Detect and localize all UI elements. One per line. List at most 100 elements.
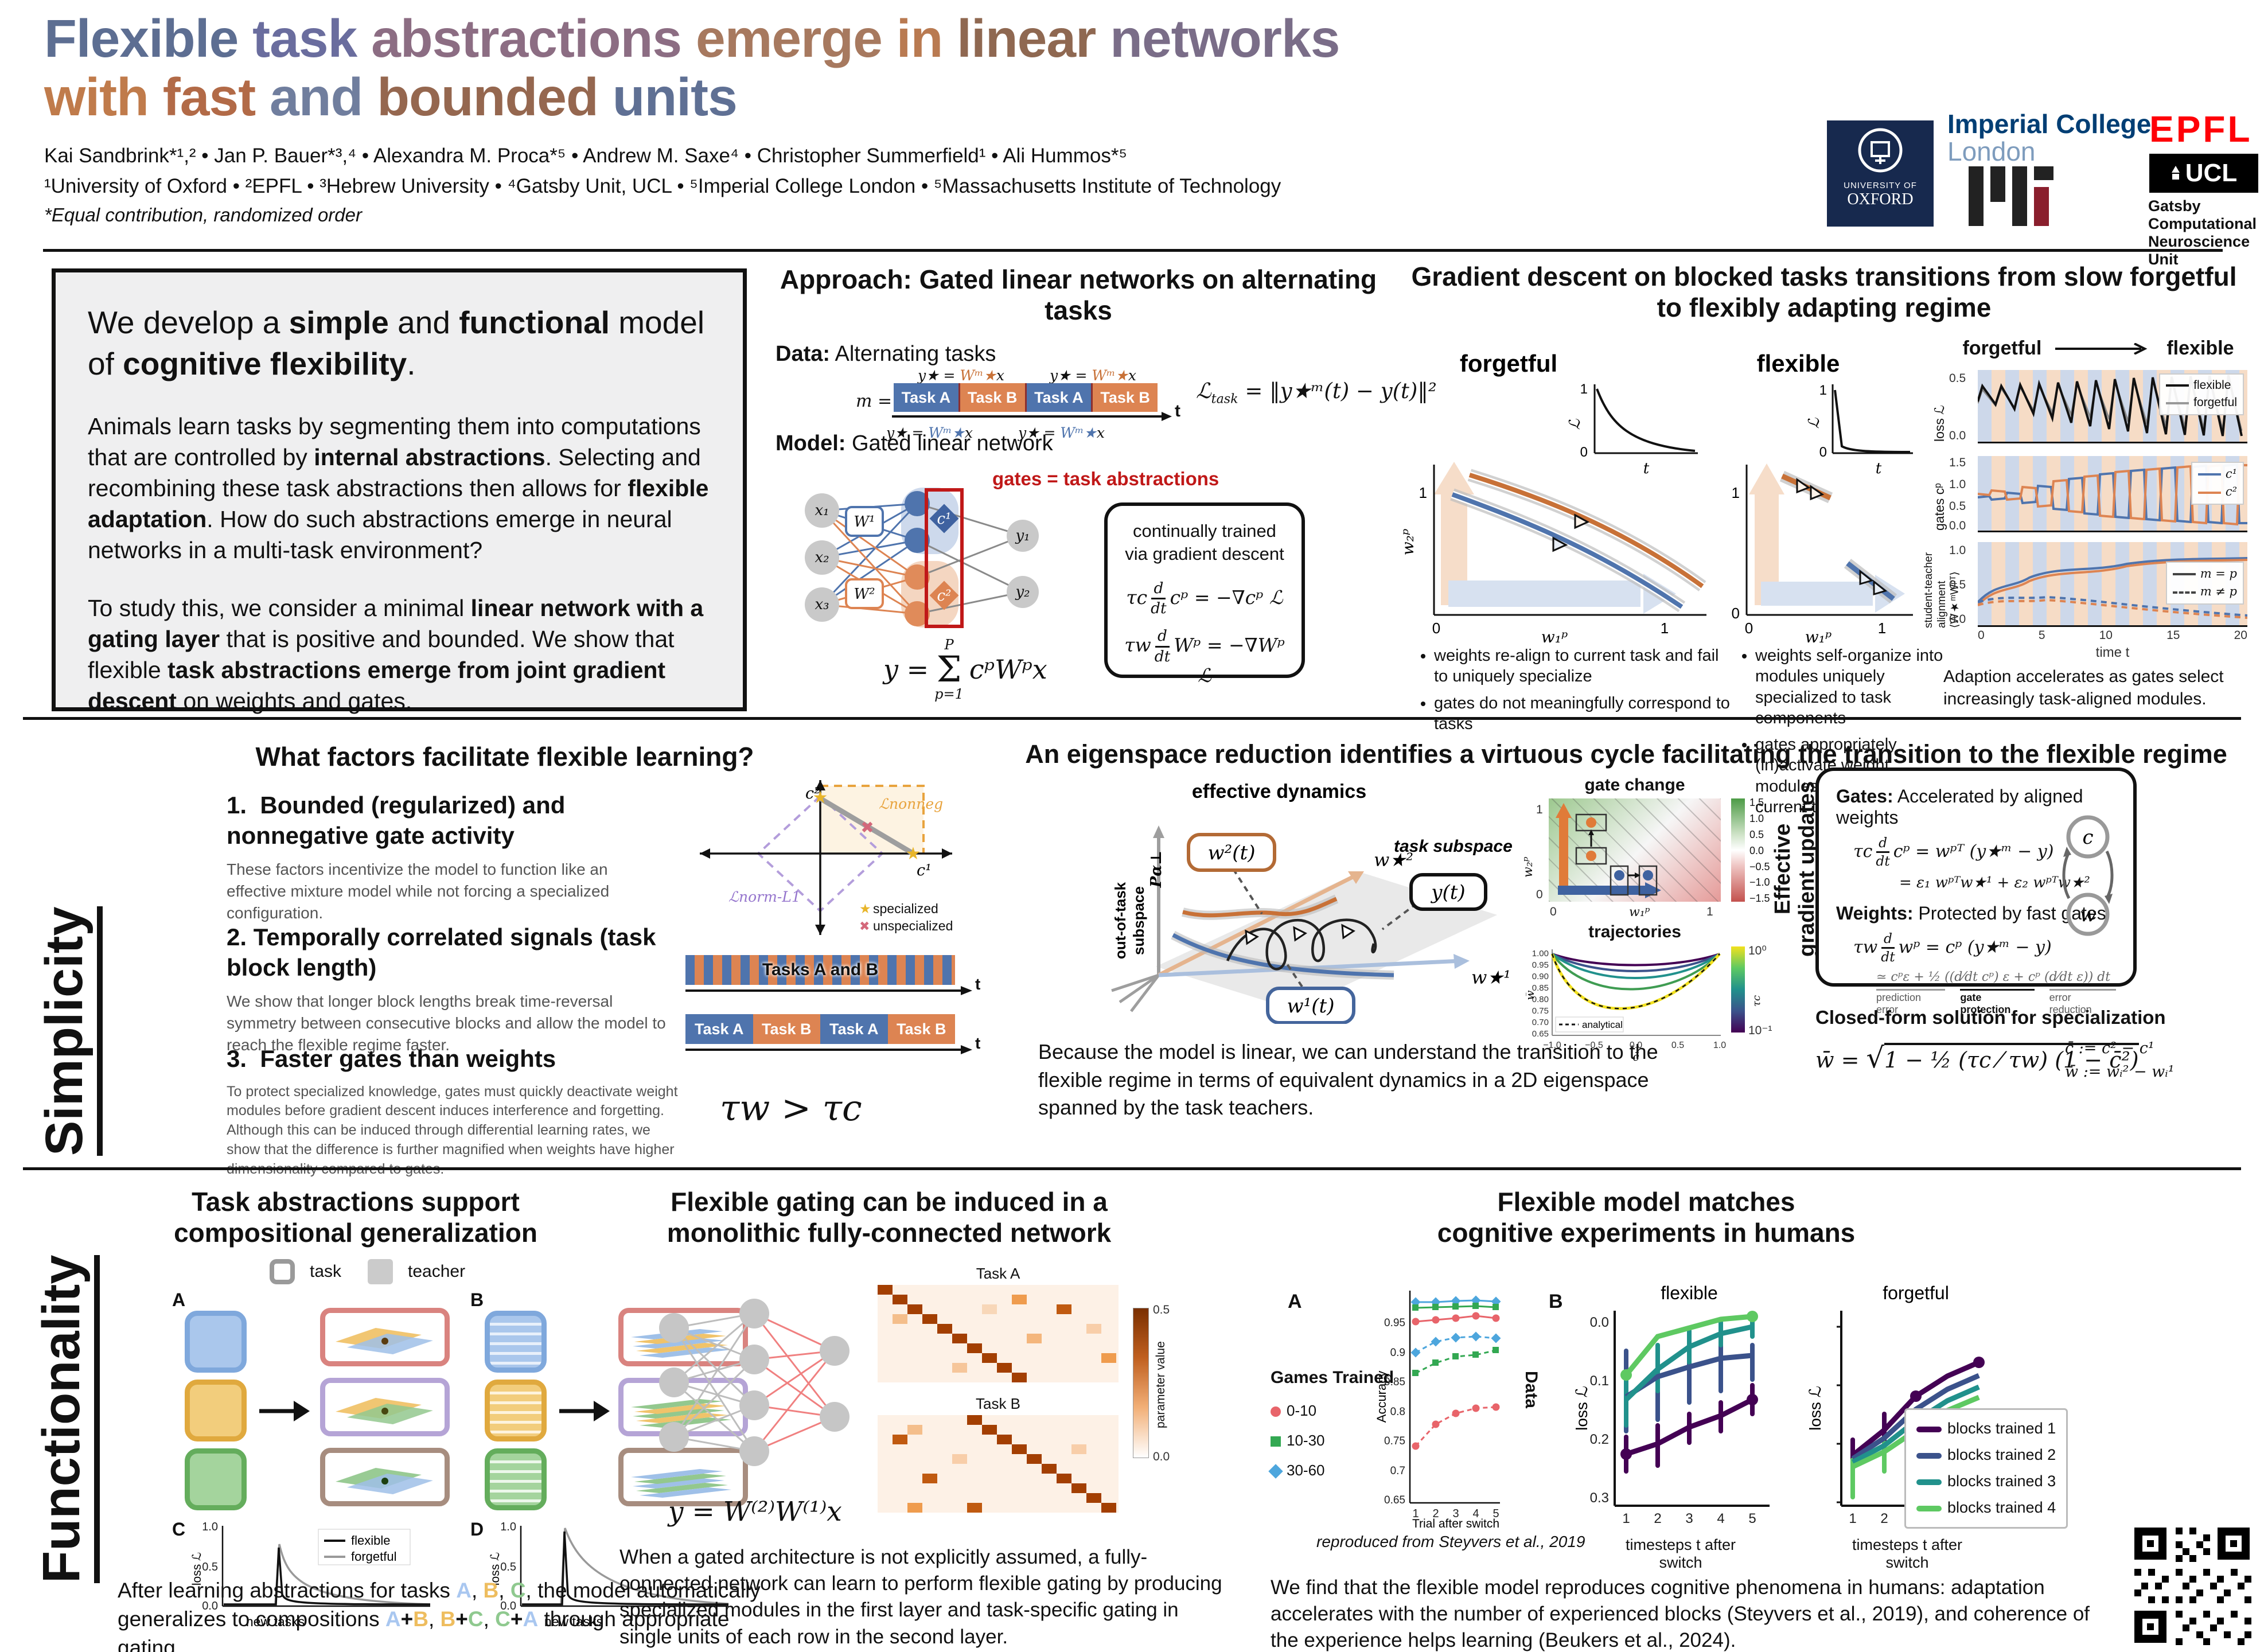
definitions: c̄ := c² − c¹ w̄ := wᵢ² − wᵢ¹ [2065,1039,2175,1081]
fully-connected-network [659,1299,850,1466]
task-block: Task A [685,1014,753,1044]
legend-entry: blocks trained 1 [1916,1416,2056,1442]
time-axis [685,986,972,995]
forgetful-bullets: weights re-align to current task and fai… [1417,645,1732,740]
task-square-blue [185,1311,247,1373]
colorbar-label: τc [1751,995,1763,1007]
gated-network-diagram: x₁ x₂ x₃ W¹ W² c¹ c² y₁ y₂ [805,488,1039,628]
tick-label: 0.0 [1153,1450,1170,1463]
task-square-yellow-striped [485,1380,547,1441]
gates-eq-1: τc d dt cᵖ = wᵖᵀ (y★ᵐ − y) [1853,835,2054,870]
svg-text:y₂: y₂ [1015,583,1030,601]
weight-ode: τw d dt Wᵖ = −∇Wᵖ ℒ [1124,627,1285,687]
svg-text:−0.5: −0.5 [1585,1041,1603,1050]
composition-card [320,1448,450,1506]
svg-text:1: 1 [1622,1511,1630,1526]
task-block: Task B [960,383,1027,412]
approach-heading: Approach: Gated linear networks on alter… [780,264,1377,326]
effective-dynamics-diagram: effective dynamics w²(t) w¹(t) y(t) w★² … [1111,781,1514,1024]
svg-text:0.5: 0.5 [1671,1041,1684,1050]
closed-form-equation: w̄ = √1 − ½ (τc ⁄ τw) (1 − c̄²) [1815,1041,2139,1074]
legend-entry: 10-30 [1271,1425,1394,1455]
svg-text:ℒnorm-L1: ℒnorm-L1 [728,889,801,905]
tick-label: 0.0 [1949,429,1966,442]
generalization-loss-plot-C: 1.0 0.5 0.0 loss ℒ flexible forgetful new … [190,1521,431,1629]
timeseries-panel: forgetful flexible [1938,337,2259,360]
svg-text:unspecialized: unspecialized [873,918,953,933]
svg-text:3: 3 [1685,1511,1693,1526]
svg-text:★: ★ [906,844,921,863]
right-arrow-icon [2055,342,2148,354]
task-block: Task B [887,1014,955,1044]
svg-text:0.7: 0.7 [1390,1465,1405,1477]
alignment-legend: m = p m ≠ p [2165,562,2244,605]
svg-text:w★²: w★² [1374,849,1413,871]
tick-label: 1.5 [1949,456,1966,469]
title-word: emerge [695,9,897,68]
poster-title: Flexible task abstractions emerge in lin… [44,9,1736,127]
svg-text:2: 2 [1432,1507,1439,1520]
gatsby-logo-text: Neuroscience Unit [2148,233,2250,268]
flexible-phase-plot: flexible 1 0 ℒ t 1 0 0 1 w₁ᵖ [1732,350,1913,646]
gate-xlabel: w₁ᵖ [1629,905,1650,919]
svg-text:Pα⊥: Pα⊥ [1148,851,1165,889]
svg-text:flexible: flexible [1661,1283,1718,1303]
svg-text:loss ℒ: loss ℒ [1806,1386,1824,1431]
qr-code [2130,1523,2254,1647]
legend-label: teacher [408,1262,466,1281]
blocked-tasks-bar: Task A Task B Task A Task B [685,1014,955,1044]
svg-text:w★¹: w★¹ [1471,967,1511,988]
svg-text:Trial after switch: Trial after switch [1412,1517,1499,1529]
tick-label: 10⁻¹ [1748,1024,1772,1037]
tick-label: 0 [1550,905,1557,918]
title-word: linear [957,9,1110,68]
svg-text:−1.0: −1.0 [1543,1041,1561,1050]
svg-text:0.5: 0.5 [202,1561,218,1573]
svg-text:0.3: 0.3 [1590,1490,1609,1506]
svg-text:loss ℒ: loss ℒ [489,1552,502,1585]
task-block-bar: Task A Task B Task A Task B [894,383,1158,412]
monolithic-caption: When a gated architecture is not explici… [619,1546,1222,1648]
svg-text:new tasks: new tasks [544,1614,603,1629]
title-word: fast [162,67,270,127]
tick-label: 1 [1536,803,1543,816]
gradient-descent-box: continually trained via gradient descent … [1104,502,1305,687]
svg-text:0.70: 0.70 [1532,1018,1549,1027]
blocks-trained-legend: blocks trained 1 blocks trained 2 blocks… [1904,1408,2068,1529]
task-block: Task B [753,1014,820,1044]
task-loss-equation: ℒtask = ‖y★ᵐ(t) − y(t)‖² [1196,379,1437,407]
alignment-miniplot: m = p m ≠ p [1977,542,2248,627]
gates-legend: c¹ c² [2191,462,2244,505]
svg-text:1: 1 [1878,620,1886,637]
svg-text:4: 4 [1472,1507,1479,1520]
tick-label: 1.0 [1949,478,1966,491]
svg-text:t: t [1643,460,1650,477]
m-label: m = [856,391,893,411]
equal-contribution-note: *Equal contribution, randomized order [44,204,362,225]
composition-card [320,1308,450,1366]
stripe-overlay [631,1399,731,1428]
legend-entry: blocks trained 2 [1916,1442,2056,1468]
section-divider [23,717,2241,720]
svg-text:flexible: flexible [1757,350,1840,377]
title-word: units [612,67,738,127]
svg-text:1.0: 1.0 [500,1521,516,1533]
section-divider [43,249,2223,252]
trained-caption: continually trained via gradient descent [1125,521,1284,564]
ucl-logo-text: UCL [2185,159,2238,187]
closed-form-heading: Closed-form solution for specialization [1815,1007,2166,1028]
svg-text:x₃: x₃ [815,596,829,613]
task-equation-top: y★ = Wᵐ★x [1050,367,1136,384]
svg-text:0: 0 [1580,445,1588,460]
svg-text:loss ℒ: loss ℒ [190,1552,204,1585]
svg-text:1: 1 [1580,381,1588,397]
title-line-2: with fast and bounded units [44,68,1736,126]
svg-text:0.65: 0.65 [1532,1029,1549,1039]
time-axis [685,1045,972,1054]
author-list: Kai Sandbrink*¹,² • Jan P. Bauer*³,⁴ • A… [44,145,1127,167]
svg-text:w̄: w̄ [1526,990,1537,1000]
time-xticks: 0 5 10 15 20 [1978,629,2247,642]
svg-text:c²: c² [937,587,952,605]
gatsby-logo-text: Gatsby Computational [2148,197,2257,233]
weights-head-line: Weights: Protected by fast gates [1836,902,2106,924]
